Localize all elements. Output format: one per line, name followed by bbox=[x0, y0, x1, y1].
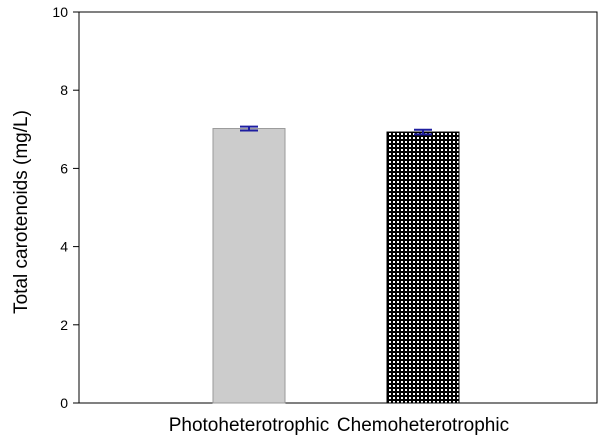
plot-frame bbox=[78, 11, 598, 404]
bars bbox=[212, 128, 460, 404]
bar-chemoheterotrophic bbox=[386, 131, 460, 404]
y-tick-label: 4 bbox=[60, 239, 68, 255]
bar-photoheterotrophic bbox=[212, 128, 286, 404]
y-tick-label: 2 bbox=[60, 317, 68, 333]
y-axis-ticks: 0 2 4 6 8 10 bbox=[52, 4, 79, 411]
x-tick-label: Chemoheterotrophic bbox=[337, 415, 509, 436]
x-tick-label: Photoheterotrophic bbox=[169, 415, 330, 436]
x-axis-tick-labels: Photoheterotrophic Chemoheterotrophic bbox=[169, 415, 509, 436]
y-tick-label: 0 bbox=[60, 395, 68, 411]
error-bars bbox=[240, 125, 432, 136]
y-axis-title: Total carotenoids (mg/L) bbox=[11, 110, 32, 314]
y-tick-label: 10 bbox=[52, 4, 68, 20]
y-tick-label: 8 bbox=[60, 82, 68, 98]
y-tick-label: 6 bbox=[60, 160, 68, 176]
